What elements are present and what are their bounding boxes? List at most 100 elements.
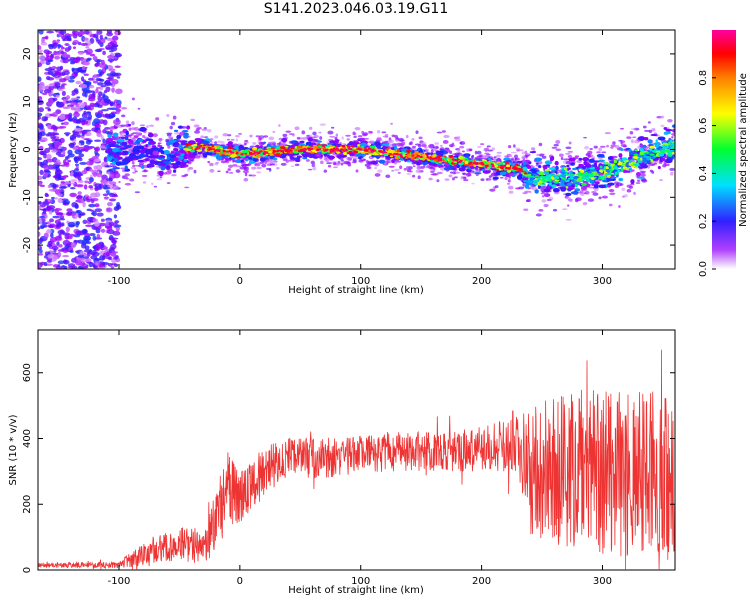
heat-cell	[40, 226, 44, 229]
heat-cell	[116, 76, 121, 79]
heat-cell	[305, 159, 310, 162]
heat-cell	[108, 256, 112, 261]
heat-cell	[45, 60, 51, 66]
heat-cell	[618, 205, 621, 208]
heat-cell	[294, 126, 300, 131]
heat-cell	[155, 117, 160, 121]
heat-cell	[138, 138, 144, 142]
heat-cell	[409, 147, 416, 150]
heat-cell	[130, 133, 134, 136]
heat-cell	[173, 157, 179, 162]
heat-cell	[38, 253, 44, 256]
heat-cell	[73, 156, 80, 162]
heat-cell	[496, 151, 503, 154]
heat-cell	[80, 141, 85, 146]
heat-cell	[88, 84, 95, 89]
heat-cell	[131, 161, 135, 165]
heat-cell	[64, 245, 70, 250]
heat-cell	[561, 208, 568, 211]
heat-cell	[38, 124, 44, 130]
heat-cell	[228, 172, 234, 174]
heat-cell	[634, 149, 638, 152]
heat-cell	[176, 134, 182, 140]
heat-cell	[81, 112, 88, 119]
heat-cell	[429, 166, 435, 169]
heat-cell	[394, 134, 399, 139]
heat-cell	[200, 135, 204, 139]
heat-cell	[81, 66, 86, 71]
heat-cell	[54, 197, 58, 200]
heat-cell	[51, 196, 55, 200]
heat-cell	[183, 159, 188, 163]
heat-cell	[77, 176, 82, 181]
heat-cell	[555, 148, 562, 152]
heat-cell	[98, 91, 103, 97]
heat-cell	[42, 208, 46, 214]
heat-cell	[38, 264, 41, 269]
heat-cell	[43, 169, 49, 173]
heat-cell	[93, 118, 101, 124]
heat-cell	[617, 162, 623, 166]
heat-cell	[415, 130, 419, 134]
heat-cell	[329, 135, 336, 138]
heat-cell	[47, 253, 55, 259]
heat-cell	[256, 171, 262, 174]
heat-cell	[643, 155, 648, 158]
heat-cell	[299, 140, 305, 144]
heat-cell	[252, 146, 258, 151]
heat-cell	[608, 203, 613, 207]
heat-cell	[440, 144, 443, 147]
heat-cell	[461, 150, 465, 153]
heat-cell	[538, 209, 544, 212]
heat-cell	[672, 128, 675, 133]
heat-cell	[109, 101, 116, 105]
heat-cell	[180, 161, 187, 167]
heat-cell	[448, 174, 453, 178]
heat-cell	[412, 145, 417, 148]
heat-cell	[108, 236, 115, 241]
heat-cell	[323, 169, 328, 173]
heat-cell	[412, 165, 416, 168]
heat-cell	[60, 181, 65, 184]
heat-cell	[119, 133, 126, 137]
heat-cell	[172, 115, 177, 120]
heat-cell	[39, 184, 45, 188]
heat-cell	[650, 133, 659, 137]
heat-cell	[524, 184, 530, 189]
heat-cell	[70, 179, 78, 182]
heat-cell	[38, 175, 43, 180]
heat-cell	[159, 176, 163, 179]
heat-cell	[137, 145, 145, 150]
heat-cell	[54, 208, 63, 211]
heat-cell	[388, 165, 395, 168]
heat-cell	[113, 145, 122, 148]
heat-cell	[76, 56, 81, 61]
heat-cell	[114, 56, 118, 60]
heat-cell	[641, 164, 648, 169]
heat-cell	[104, 165, 112, 168]
heat-cell	[108, 152, 113, 156]
heat-cell	[107, 58, 115, 62]
heat-cell	[76, 134, 82, 138]
heat-cell	[376, 130, 381, 134]
heat-cell	[325, 158, 330, 163]
heat-cell	[111, 251, 119, 254]
heat-cell	[474, 172, 482, 175]
heat-cell	[430, 169, 434, 172]
heat-cell	[40, 261, 46, 266]
heat-cell	[463, 176, 467, 180]
heat-cell	[377, 169, 383, 173]
heat-cell	[178, 155, 184, 161]
heat-cell	[110, 71, 116, 77]
heat-cell	[55, 159, 61, 163]
heat-cell	[534, 157, 543, 162]
heat-cell	[77, 191, 82, 195]
heat-cell	[54, 71, 62, 76]
heat-cell	[263, 135, 269, 138]
heat-cell	[565, 192, 572, 197]
heat-cell	[220, 140, 225, 145]
heat-cell	[651, 163, 656, 166]
heat-cell	[449, 171, 454, 174]
heat-cell	[59, 215, 65, 220]
heat-cell	[105, 82, 113, 86]
